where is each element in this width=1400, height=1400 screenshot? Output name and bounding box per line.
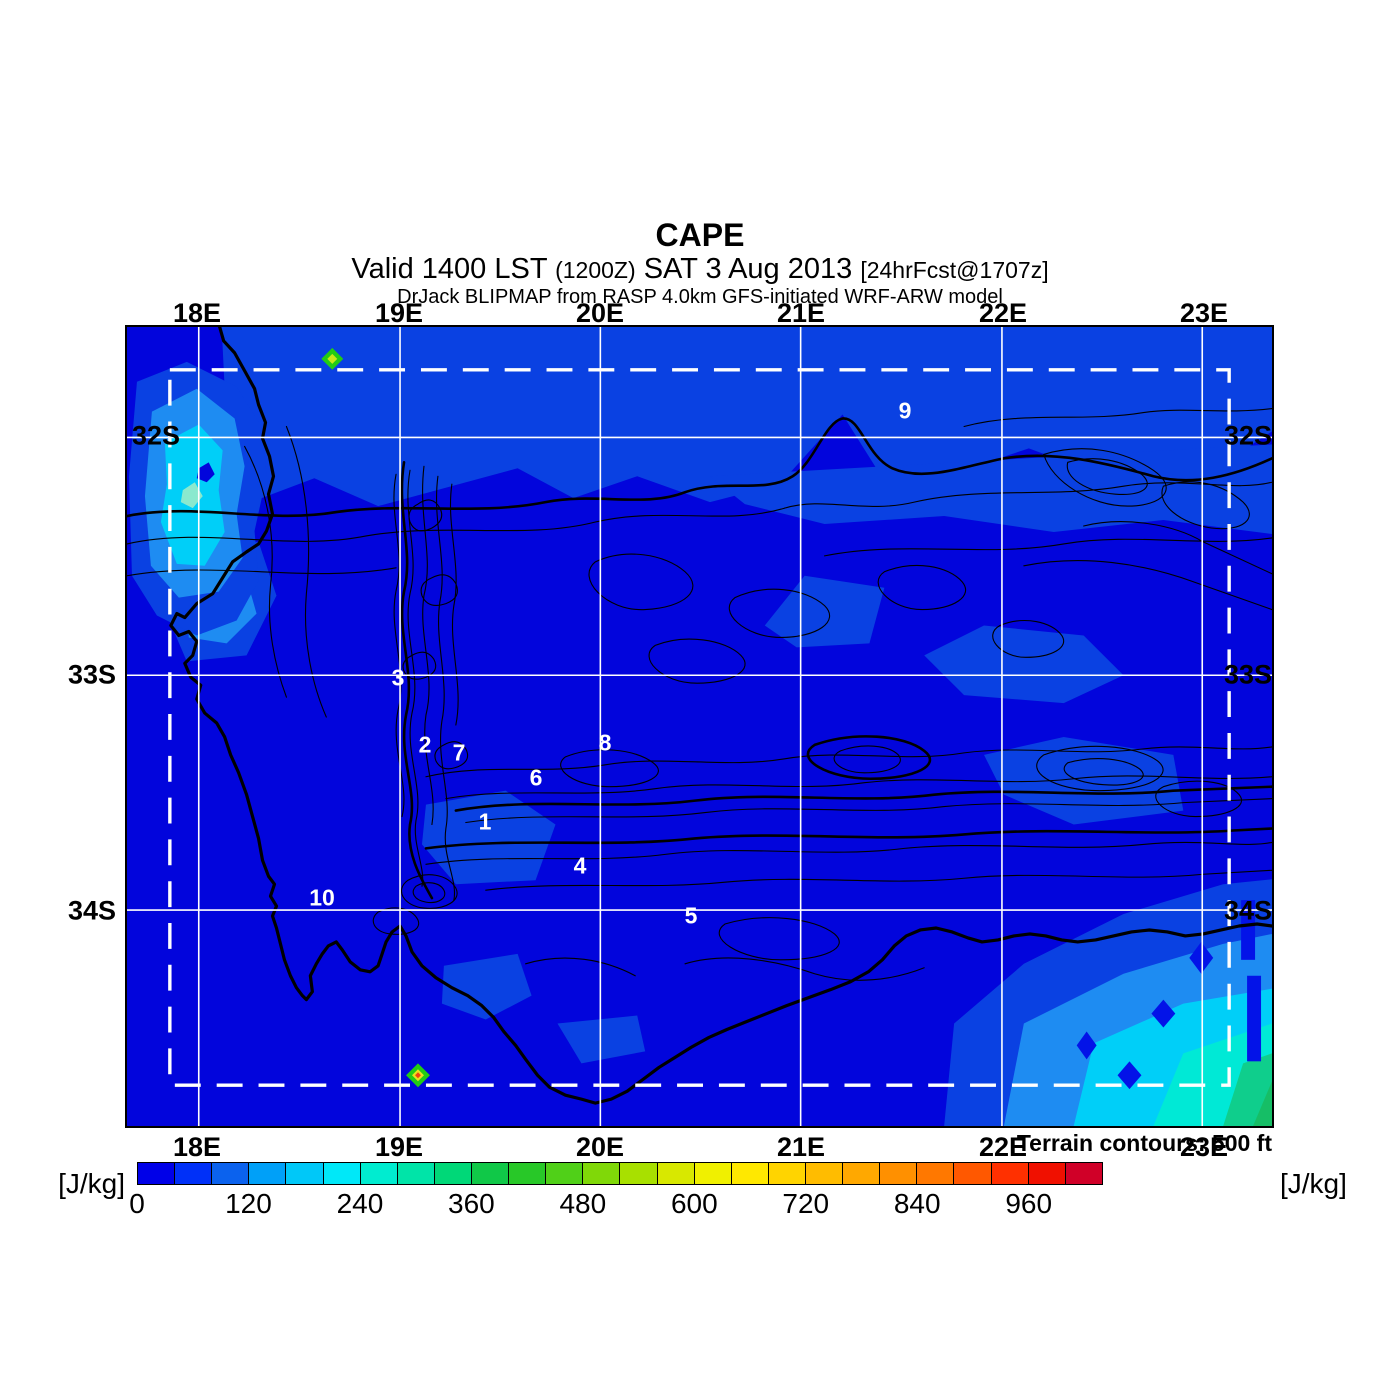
map-site-label-3: 3	[391, 664, 405, 691]
colorbar-segment-14	[657, 1163, 695, 1184]
map-site-label-6: 6	[529, 764, 543, 791]
map-site-label-8: 8	[598, 729, 612, 756]
colorbar-segment-15	[694, 1163, 732, 1184]
colorbar-segment-3	[249, 1163, 287, 1184]
coastline	[169, 327, 1272, 1105]
colorbar-tick-240: 240	[336, 1188, 384, 1219]
colorbar-segment-12	[583, 1163, 621, 1184]
colorbar-segments	[137, 1162, 1103, 1185]
colorbar-tick-0: 0	[129, 1188, 145, 1219]
units-label-left: [J/kg]	[58, 1168, 125, 1199]
colorbar-segment-20	[880, 1163, 918, 1184]
lon-label-bottom-21E: 21E	[776, 1132, 826, 1162]
colorbar-segment-8	[434, 1163, 472, 1184]
lat-label-right-33S: 33S	[1223, 659, 1272, 690]
colorbar-tick-720: 720	[782, 1188, 830, 1219]
plot-title: CAPE	[655, 217, 745, 253]
colorbar-segment-1	[175, 1163, 213, 1184]
map-site-label-1: 1	[478, 808, 492, 835]
colorbar-segment-5	[323, 1163, 361, 1184]
graticule	[127, 327, 1272, 1126]
terrain-note: Terrain contours: 500 ft	[1016, 1130, 1272, 1156]
colorbar-segment-10	[509, 1163, 547, 1184]
lon-label-bottom-22E: 22E	[978, 1132, 1028, 1162]
lat-label-right-32S: 32S	[1223, 420, 1272, 451]
title-block: CAPE Valid 1400 LST (1200Z) SAT 3 Aug 20…	[0, 218, 1400, 308]
colorbar-segment-21	[917, 1163, 955, 1184]
colorbar-tick-480: 480	[559, 1188, 607, 1219]
valid-zulu: (1200Z)	[555, 256, 636, 283]
lat-label-left-32S: 32S	[131, 420, 180, 451]
plot-model-line: DrJack BLIPMAP from RASP 4.0km GFS-initi…	[397, 285, 1003, 308]
colorbar-segment-13	[620, 1163, 658, 1184]
lon-label-bottom-20E: 20E	[575, 1132, 625, 1162]
map-site-label-5: 5	[684, 902, 698, 929]
colorbar-tick-360: 360	[448, 1188, 495, 1219]
lat-label-right-34S: 34S	[1223, 895, 1272, 926]
map-site-label-7: 7	[452, 739, 466, 766]
forecast-tag: [24hrFcst@1707z]	[860, 256, 1049, 283]
map-site-label-2: 2	[418, 731, 432, 758]
valid-time: Valid 1400 LST	[351, 252, 548, 285]
colorbar-segment-22	[954, 1163, 992, 1184]
colorbar-segment-24	[1028, 1163, 1066, 1184]
colorbar-segment-0	[138, 1163, 176, 1184]
colorbar-segment-4	[286, 1163, 324, 1184]
terrain-contours-thick	[127, 417, 1272, 900]
colorbar-segment-23	[991, 1163, 1029, 1184]
lon-label-top-21E: 21E	[776, 298, 826, 328]
colorbar-segment-17	[768, 1163, 806, 1184]
lon-label-top-19E: 19E	[374, 298, 424, 328]
domain-boundary-box	[168, 368, 1231, 1087]
colorbar-tick-840: 840	[893, 1188, 941, 1219]
colorbar-segment-2	[212, 1163, 250, 1184]
map-site-label-9: 9	[898, 397, 912, 424]
colorbar-segment-25	[1065, 1163, 1102, 1184]
map-panel	[125, 325, 1274, 1128]
colorbar-tick-120: 120	[225, 1188, 272, 1219]
colorbar: 0 120 240 360 480 600 720 840 960	[129, 1162, 1103, 1222]
colorbar-segment-16	[731, 1163, 769, 1184]
units-label-right: [J/kg]	[1280, 1168, 1347, 1199]
lon-label-top-23E: 23E	[1179, 298, 1229, 328]
lon-label-bottom-19E: 19E	[374, 1132, 424, 1162]
colorbar-tick-960: 960	[1005, 1188, 1053, 1219]
lon-label-top-22E: 22E	[978, 298, 1028, 328]
colorbar-segment-9	[471, 1163, 510, 1184]
map-site-label-4: 4	[573, 852, 587, 879]
plot-validity-line: Valid 1400 LST (1200Z) SAT 3 Aug 2013 [2…	[0, 252, 1400, 285]
colorbar-segment-11	[546, 1163, 584, 1184]
colorbar-segment-19	[843, 1163, 881, 1184]
map-site-label-10: 10	[309, 884, 335, 911]
colorbar-segment-6	[360, 1163, 398, 1184]
valid-date: SAT 3 Aug 2013	[643, 252, 853, 285]
lon-label-top-20E: 20E	[575, 298, 625, 328]
lon-label-bottom-18E: 18E	[172, 1132, 222, 1162]
colorbar-segment-7	[397, 1163, 435, 1184]
lat-label-left-34S: 34S	[67, 895, 116, 926]
lon-label-top-18E: 18E	[172, 298, 222, 328]
colorbar-segment-18	[805, 1163, 844, 1184]
colorbar-tick-600: 600	[670, 1188, 718, 1219]
lat-label-left-33S: 33S	[67, 659, 116, 690]
lon-label-bottom-23E: 23E	[1179, 1132, 1229, 1162]
terrain-contours-thin	[127, 408, 1272, 981]
cape-map-canvas	[127, 327, 1272, 1126]
